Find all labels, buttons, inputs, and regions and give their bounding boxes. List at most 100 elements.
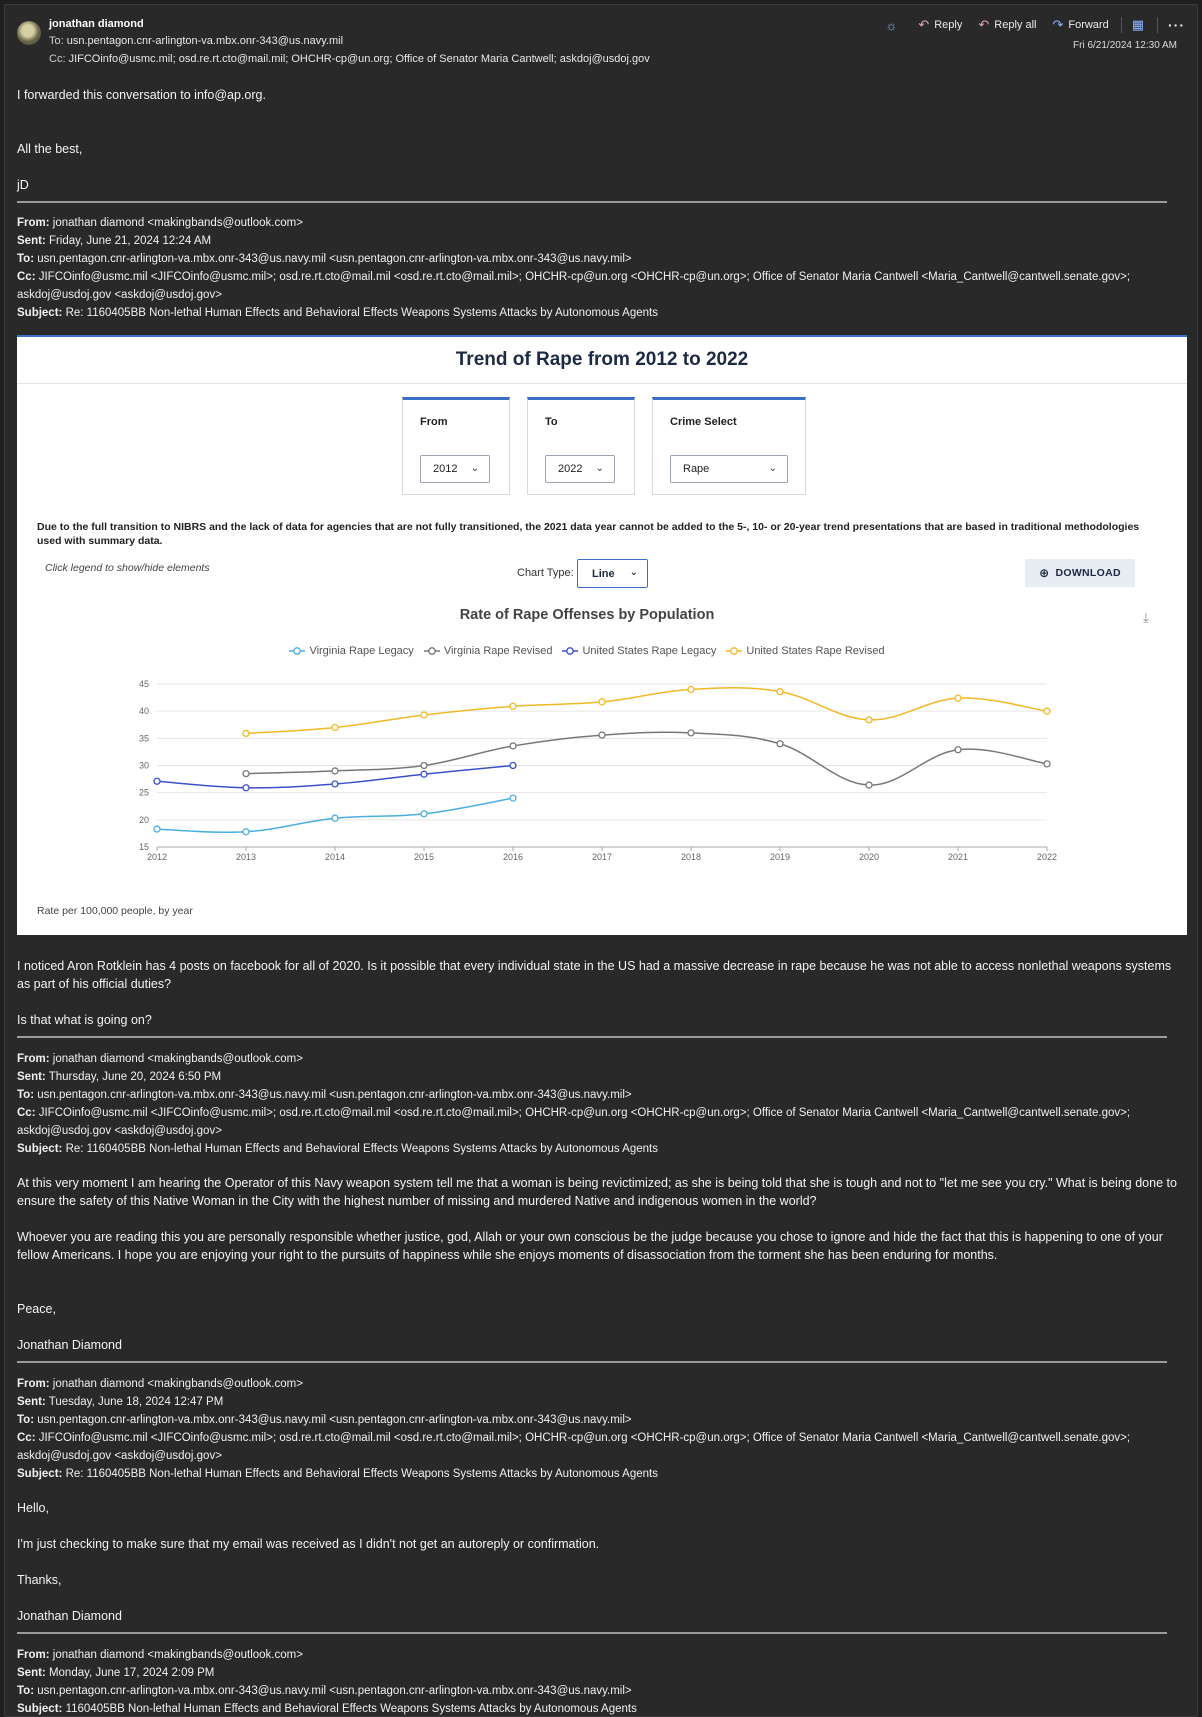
forward-button[interactable]: ↷ Forward [1052,17,1108,33]
subject-value: Re: 1160405BB Non-lethal Human Effects a… [62,307,658,319]
sent-label: Sent: [17,1071,46,1083]
subject-value: Re: 1160405BB Non-lethal Human Effects a… [62,1468,658,1480]
legend-label: Virginia Rape Legacy [309,645,414,657]
body-signature: Jonathan Diamond [17,1338,122,1352]
reply-label: Reply [934,19,963,31]
chart-export-icon[interactable]: ⤓ [1143,610,1149,625]
chevron-down-icon: ⌄ [768,463,777,474]
to-line: To: usn.pentagon.cnr-arlington-va.mbx.on… [49,35,343,47]
legend-item[interactable]: United States Rape Legacy [562,645,716,657]
data-point [331,780,339,788]
message-actions: ☼ ↶ Reply ↶ Reply all ↷ Forward ▦ ··· [869,17,1185,33]
to-value: usn.pentagon.cnr-arlington-va.mbx.onr-34… [34,1685,632,1697]
crime-select-box: Crime Select Rape ⌄ [652,397,806,495]
subject-value: 1160405BB Non-lethal Human Effects and B… [62,1703,637,1715]
chart-footnote: Rate per 100,000 people, by year [37,905,193,917]
toolbar-divider [1120,17,1122,33]
sent-value: Thursday, June 20, 2024 6:50 PM [45,1071,222,1083]
data-point [509,794,517,802]
from-dropdown[interactable]: 2012 ⌄ [420,455,490,483]
legend-marker [726,647,743,655]
cc-label: Cc: [17,1107,36,1119]
cc-value-cont: askdoj@usdoj.gov <askdoj@usdoj.gov> [17,1125,222,1137]
reply-all-label: Reply all [994,19,1037,31]
sent-value: Friday, June 21, 2024 12:24 AM [45,235,212,247]
to-label: To [545,416,558,428]
summary-button[interactable]: ☼ [885,18,902,33]
data-point [509,702,517,710]
data-point [420,761,428,770]
x-tick-label: 2012 [147,852,167,862]
data-point [687,729,695,737]
toolbar-divider [1157,17,1158,33]
crime-label: Crime Select [670,416,737,428]
to-value: usn.pentagon.cnr-arlington-va.mbx.onr-34… [34,1414,632,1426]
legend-item[interactable]: Virginia Rape Legacy [289,645,414,657]
reply-icon: ↶ [918,17,930,32]
calendar-button[interactable]: ▦ [1132,17,1149,33]
from-label: From: [17,1053,50,1065]
sender-name[interactable]: jonathan diamond [49,18,144,30]
embedded-chart-panel: Trend of Rape from 2012 to 2022 From 201… [17,335,1187,935]
body-paragraph: I forwarded this conversation to info@ap… [17,88,266,102]
subject-label: Subject: [17,1703,63,1715]
data-point [331,814,339,822]
y-tick-label: 30 [139,761,149,771]
y-tick-label: 35 [139,733,149,743]
chart-type-label: Chart Type: [517,567,574,579]
divider [17,383,1187,384]
download-button[interactable]: ⊕ DOWNLOAD [1025,559,1135,587]
data-point [153,777,161,785]
x-tick-label: 2015 [414,852,434,862]
chart-type-dropdown[interactable]: Line ⌄ [577,559,648,588]
y-tick-label: 25 [139,788,149,798]
download-icon: ⊕ [1039,566,1050,580]
data-point [509,761,517,770]
from-value: jonathan diamond <makingbands@outlook.co… [49,217,303,229]
body-paragraph: At this very moment I am hearing the Ope… [17,1176,1177,1208]
subject-label: Subject: [17,1143,63,1155]
legend-marker [562,647,579,655]
cc-value: JIFCOinfo@usmc.mil <JIFCOinfo@usmc.mil>;… [35,1432,1131,1444]
body-paragraph: I noticed Aron Rotklein has 4 posts on f… [17,959,1172,991]
to-dropdown[interactable]: 2022 ⌄ [545,455,615,483]
data-point [331,767,339,775]
body-paragraph: I'm just checking to make sure that my e… [17,1537,600,1551]
from-value: jonathan diamond <makingbands@outlook.co… [49,1649,303,1661]
data-point [242,769,250,778]
legend-item[interactable]: United States Rape Revised [726,645,885,657]
series-line [245,687,1048,735]
sun-icon: ☼ [885,17,898,33]
reply-all-button[interactable]: ↶ Reply all [978,17,1036,33]
avatar[interactable] [17,21,41,45]
legend-item[interactable]: Virginia Rape Revised [423,645,553,657]
legend-label: Virginia Rape Revised [443,645,553,657]
sent-value: Tuesday, June 18, 2024 12:47 PM [45,1396,224,1408]
more-icon: ··· [1168,17,1185,33]
from-select-box: From 2012 ⌄ [402,397,510,495]
cc-line: Cc: JIFCOinfo@usmc.mil; osd.re.rt.cto@ma… [49,53,650,65]
from-label: From: [17,217,50,229]
panel-title: Trend of Rape from 2012 to 2022 [455,349,749,370]
quoted-header: From: jonathan diamond <makingbands@outl… [17,1646,637,1716]
from-value: 2012 [433,463,458,475]
body-paragraph: Hello, [17,1501,49,1515]
cc-value-cont: askdoj@usdoj.gov <askdoj@usdoj.gov> [17,289,222,301]
sent-label: Sent: [17,235,46,247]
x-tick-label: 2016 [503,852,523,862]
x-tick-label: 2020 [859,852,879,862]
reply-button[interactable]: ↶ Reply [918,17,962,33]
more-actions-button[interactable]: ··· [1168,17,1185,33]
data-point [776,740,784,748]
cc-recipients[interactable]: JIFCOinfo@usmc.mil; osd.re.rt.cto@mail.m… [68,53,650,65]
crime-dropdown[interactable]: Rape ⌄ [670,455,788,483]
download-label: DOWNLOAD [1055,567,1121,579]
from-label: From: [17,1378,50,1390]
cc-value-cont: askdoj@usdoj.gov <askdoj@usdoj.gov> [17,1450,222,1462]
data-point [598,731,606,739]
data-point [242,729,250,738]
to-recipients[interactable]: usn.pentagon.cnr-arlington-va.mbx.onr-34… [66,35,344,47]
quoted-header: From: jonathan diamond <makingbands@outl… [17,1375,1130,1483]
data-point [1043,760,1051,768]
data-point [687,685,695,694]
